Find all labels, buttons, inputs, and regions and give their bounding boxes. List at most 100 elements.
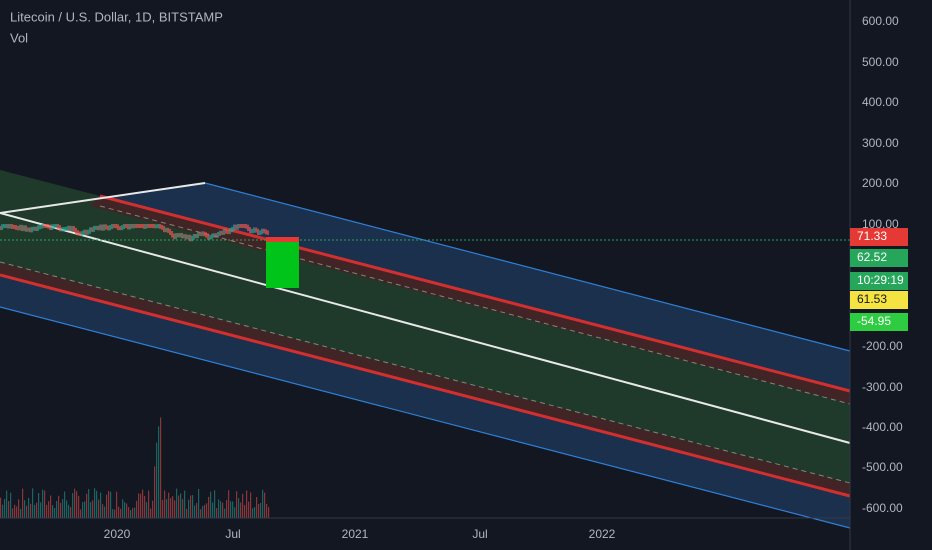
- volume-bar: [254, 507, 256, 518]
- volume-bar: [14, 504, 16, 518]
- time-axis-label: 2021: [342, 527, 369, 541]
- time-axis-label: Jul: [225, 527, 240, 541]
- volume-bar: [190, 495, 192, 518]
- volume-bar: [60, 502, 62, 518]
- volume-bar: [168, 492, 170, 518]
- volume-bar: [26, 505, 28, 518]
- volume-bar: [164, 490, 166, 518]
- time-axis-label: 2022: [589, 527, 616, 541]
- volume-bar: [86, 493, 88, 518]
- volume-bar: [174, 500, 176, 518]
- volume-bar: [56, 500, 58, 518]
- volume-bar: [236, 491, 238, 518]
- volume-bar: [132, 508, 134, 518]
- price-axis-label: -200.00: [862, 339, 903, 353]
- volume-bar: [62, 499, 64, 518]
- volume-bar: [148, 490, 150, 518]
- volume-bar: [170, 498, 172, 518]
- volume: [0, 417, 270, 518]
- volume-bar: [230, 501, 232, 518]
- position-target: [266, 242, 299, 288]
- volume-bar: [30, 503, 32, 518]
- blue-lower: [0, 306, 851, 529]
- volume-bar: [28, 497, 30, 518]
- volume-bar: [42, 489, 44, 518]
- volume-bar: [88, 488, 90, 518]
- volume-bar: [146, 502, 148, 518]
- volume-bar: [222, 502, 224, 518]
- volume-bar: [166, 499, 168, 518]
- volume-bar: [10, 492, 12, 518]
- volume-bar: [178, 495, 180, 518]
- inner-channel: [0, 170, 850, 496]
- candles: [0, 224, 269, 242]
- price-tag-label: -54.95: [857, 314, 891, 328]
- red-upper: [99, 194, 851, 393]
- volume-bar: [22, 488, 24, 518]
- volume-bar: [34, 504, 36, 518]
- price-axis-label: -300.00: [862, 380, 903, 394]
- volume-bar: [242, 493, 244, 518]
- volume-bar: [16, 506, 18, 518]
- volume-bar: [58, 495, 60, 518]
- price-tag: [850, 313, 908, 331]
- volume-bar: [262, 489, 264, 518]
- volume-bar: [74, 488, 76, 518]
- volume-bar: [202, 505, 204, 518]
- volume-bar: [84, 501, 86, 518]
- volume-bar: [260, 502, 262, 518]
- volume-bar: [130, 509, 132, 518]
- volume-bar: [204, 504, 206, 518]
- volume-bar: [118, 506, 120, 518]
- volume-bar: [228, 490, 230, 518]
- volume-bar: [90, 502, 92, 518]
- volume-bar: [66, 500, 68, 518]
- volume-bar: [128, 506, 130, 518]
- volume-bar: [72, 493, 74, 518]
- price-axis-label: 400.00: [862, 95, 899, 109]
- volume-bar: [126, 503, 128, 518]
- volume-bar: [50, 495, 52, 518]
- volume-bar: [24, 500, 26, 518]
- volume-bar: [182, 498, 184, 518]
- volume-bar: [258, 503, 260, 518]
- price-axis-label: -500.00: [862, 460, 903, 474]
- volume-bar: [252, 508, 254, 518]
- volume-bar: [216, 508, 218, 518]
- volume-bar: [224, 508, 226, 518]
- dash-lower: [0, 261, 851, 484]
- volume-bar: [156, 442, 158, 518]
- volume-bar: [54, 508, 56, 518]
- price-axis-label: -600.00: [862, 501, 903, 515]
- median-line: [0, 212, 851, 444]
- volume-bar: [218, 499, 220, 518]
- volume-bar: [192, 495, 194, 518]
- volume-bar: [106, 494, 108, 518]
- volume-bar: [64, 491, 66, 518]
- volume-bar: [112, 509, 114, 518]
- volume-bar: [162, 499, 164, 518]
- price-tag: [850, 272, 908, 290]
- indicator-label: Vol: [10, 30, 28, 45]
- volume-bar: [76, 491, 78, 518]
- volume-bar: [208, 496, 210, 518]
- volume-bar: [266, 503, 268, 518]
- volume-bar: [256, 497, 258, 518]
- price-axis-label: 100.00: [862, 217, 899, 231]
- volume-bar: [140, 493, 142, 518]
- volume-bar: [150, 508, 152, 518]
- volume-bar: [124, 502, 126, 518]
- volume-bar: [214, 490, 216, 518]
- price-tag-label: 61.53: [857, 292, 887, 306]
- volume-bar: [206, 503, 208, 518]
- volume-bar: [240, 502, 242, 518]
- volume-bar: [70, 507, 72, 518]
- volume-bar: [40, 502, 42, 518]
- volume-bar: [0, 497, 2, 518]
- volume-bar: [114, 509, 116, 518]
- volume-bar: [100, 492, 102, 518]
- volume-bar: [44, 490, 46, 518]
- time-axis-label: Jul: [472, 527, 487, 541]
- volume-bar: [246, 490, 248, 518]
